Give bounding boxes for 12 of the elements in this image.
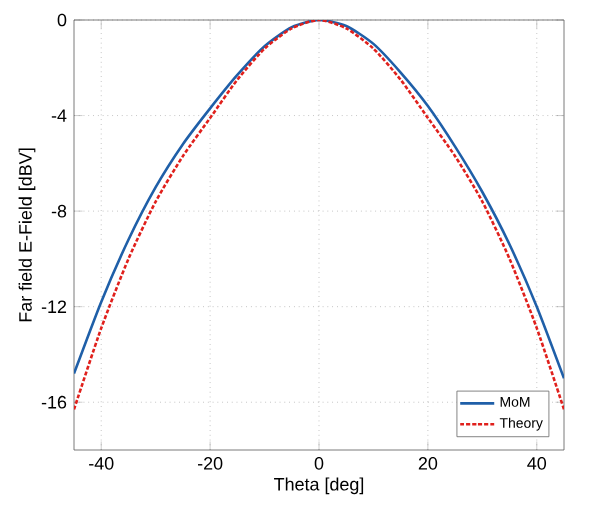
x-tick-label: -40 <box>89 457 114 470</box>
x-tick-label: -20 <box>197 457 223 470</box>
y-tick-label: -12 <box>41 300 67 313</box>
x-tick-label: 20 <box>418 457 438 470</box>
y-tick-label: 0 <box>57 13 67 27</box>
x-tick-label: 40 <box>527 457 547 470</box>
x-axis-title: Theta [deg] <box>274 477 364 495</box>
x-tick-label: 0 <box>314 457 324 470</box>
y-tick-label: -8 <box>51 204 67 218</box>
y-tick-label: -4 <box>51 109 67 122</box>
y-tick-label: -16 <box>41 395 67 409</box>
y-axis-title: Far field E-Field [dBV] <box>18 148 36 322</box>
